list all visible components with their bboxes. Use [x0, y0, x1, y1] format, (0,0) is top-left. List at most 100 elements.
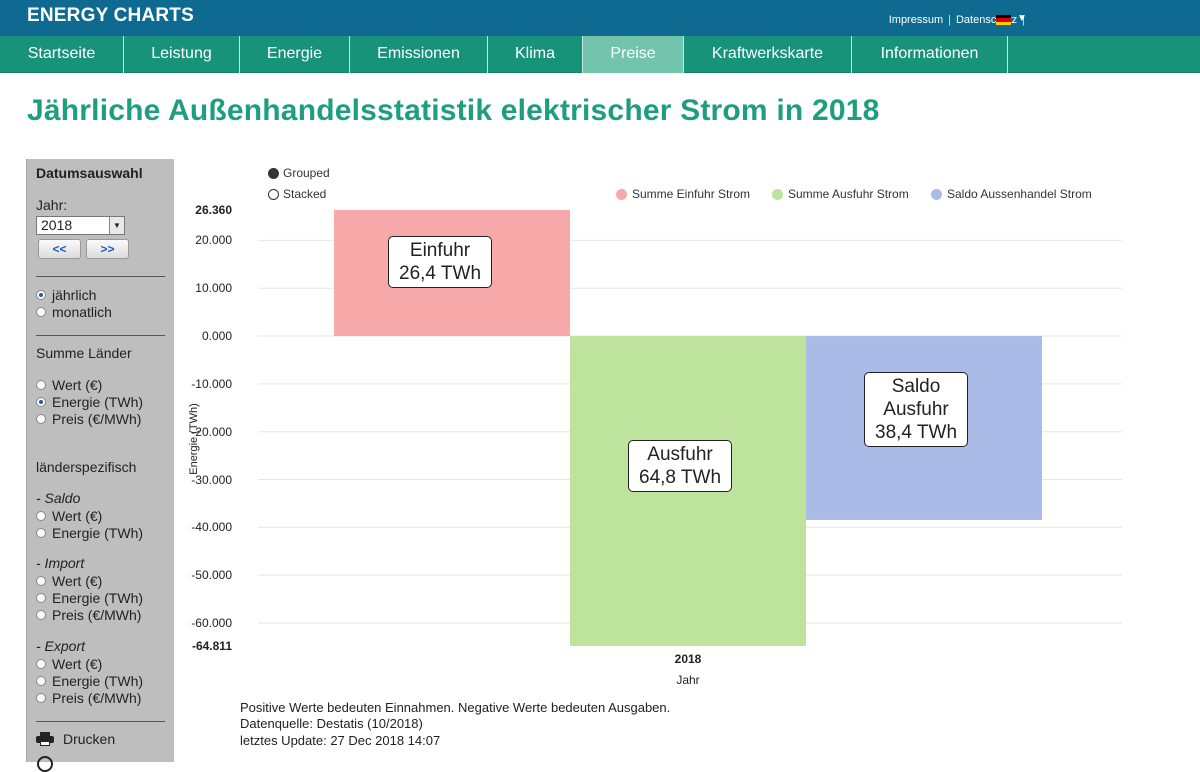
chart-area: Grouped Stacked Summe Einfuhr Strom Summ… — [180, 160, 1140, 700]
radio-import-energy[interactable]: Energie (TWh) — [36, 589, 143, 606]
stacked-toggle[interactable]: Stacked — [268, 187, 326, 201]
link-separator: | — [948, 14, 951, 26]
grouped-toggle[interactable]: Grouped — [268, 166, 330, 180]
import-heading: - Import — [36, 555, 85, 571]
radio-sum-value[interactable]: Wert (€) — [36, 376, 102, 393]
footer-update: letztes Update: 27 Dec 2018 14:07 — [240, 733, 441, 748]
year-select[interactable]: 2018 ▼ — [36, 216, 125, 235]
radio-yearly[interactable]: jährlich — [36, 286, 96, 303]
export-heading: - Export — [36, 638, 86, 654]
radio-saldo-energy[interactable]: Energie (TWh) — [36, 524, 143, 541]
radio-button[interactable] — [268, 167, 279, 179]
annotation-line: 26,4 TWh — [399, 263, 482, 284]
radio-button[interactable] — [36, 289, 46, 300]
annotation-einfuhr: Einfuhr 26,4 TWh — [388, 236, 493, 288]
y-tick-label: 20.000 — [195, 233, 232, 248]
nav-preise[interactable]: Preise — [583, 36, 684, 73]
print-label: Drucken — [63, 731, 116, 747]
radio-button[interactable] — [36, 527, 46, 538]
legend-label: Summe Einfuhr Strom — [632, 187, 751, 201]
radio-button[interactable] — [36, 592, 46, 603]
legend-item-einfuhr[interactable]: Summe Einfuhr Strom — [616, 187, 750, 201]
year-label: Jahr: — [36, 197, 68, 213]
y-tick-label: 26.360 — [195, 203, 232, 217]
radio-export-energy[interactable]: Energie (TWh) — [36, 672, 143, 689]
german-flag-icon[interactable] — [996, 15, 1011, 25]
date-selection-heading: Datumsauswahl — [36, 165, 143, 181]
radio-export-price[interactable]: Preis (€/MWh) — [36, 689, 141, 706]
nav-emissionen[interactable]: Emissionen — [350, 36, 488, 73]
flag-stripe — [996, 18, 1011, 22]
radio-button[interactable] — [36, 306, 46, 317]
radio-button[interactable] — [36, 379, 46, 390]
nav-leistung[interactable]: Leistung — [124, 36, 240, 73]
country-specific-heading: länderspezifisch — [36, 459, 137, 475]
sidebar-divider — [36, 276, 165, 277]
toggle-label: Stacked — [283, 187, 327, 201]
radio-label: Energie (TWh) — [52, 393, 144, 410]
chevron-down-icon[interactable]: ▼ — [109, 217, 124, 234]
nav-kraftwerkskarte[interactable]: Kraftwerkskarte — [684, 36, 852, 73]
y-tick-label: -50.000 — [191, 568, 232, 583]
brand-logo[interactable]: ENERGY CHARTS — [27, 5, 194, 26]
nav-klima[interactable]: Klima — [488, 36, 583, 73]
nav-energie[interactable]: Energie — [240, 36, 350, 73]
annotation-line: 64,8 TWh — [639, 467, 722, 488]
radio-button[interactable] — [36, 675, 46, 686]
radio-sum-price[interactable]: Preis (€/MWh) — [36, 410, 141, 427]
legend-item-ausfuhr[interactable]: Summe Ausfuhr Strom — [772, 187, 909, 201]
y-tick-label: 0.000 — [201, 329, 232, 344]
nav-startseite[interactable]: Startseite — [0, 36, 124, 73]
print-button[interactable]: Drucken — [36, 731, 115, 747]
sidebar-divider — [36, 721, 165, 722]
impressum-link[interactable]: Impressum — [888, 14, 944, 26]
radio-label: Preis (€/MWh) — [52, 410, 142, 427]
radio-export-value[interactable]: Wert (€) — [36, 655, 102, 672]
x-axis-label: Jahr — [676, 673, 699, 687]
radio-button[interactable] — [36, 413, 46, 424]
radio-saldo-value[interactable]: Wert (€) — [36, 507, 102, 524]
radio-import-price[interactable]: Preis (€/MWh) — [36, 606, 141, 623]
y-tick-label: -64.811 — [191, 639, 232, 653]
flag-stripe — [996, 15, 1011, 19]
page-title: Jährliche Außenhandelsstatistik elektris… — [27, 94, 880, 127]
legend-swatch — [931, 188, 942, 200]
radio-button[interactable] — [36, 658, 46, 669]
flag-stripe — [996, 21, 1011, 25]
radio-label: Preis (€/MWh) — [52, 606, 142, 623]
radio-sum-energy[interactable]: Energie (TWh) — [36, 393, 143, 410]
link-separator: | — [1022, 14, 1025, 26]
radio-label: Energie (TWh) — [52, 672, 144, 689]
y-tick-label: 10.000 — [195, 281, 232, 296]
sum-countries-heading: Summe Länder — [36, 345, 132, 361]
sidebar-divider — [36, 335, 165, 336]
previous-year-button[interactable]: << — [38, 239, 81, 259]
radio-button[interactable] — [36, 575, 46, 586]
annotation-line: Ausfuhr — [647, 444, 713, 465]
annotation-line: Einfuhr — [409, 240, 471, 261]
nav-informationen[interactable]: Informationen — [852, 36, 1008, 73]
language-dropdown-icon[interactable]: ▼ — [1017, 13, 1027, 24]
legend-label: Saldo Aussenhandel Strom — [947, 187, 1092, 201]
annotation-saldo: Saldo Ausfuhr 38,4 TWh — [864, 372, 969, 447]
circle-icon[interactable] — [37, 756, 53, 772]
radio-button[interactable] — [36, 692, 46, 703]
legend-item-saldo[interactable]: Saldo Aussenhandel Strom — [931, 187, 1092, 201]
radio-import-value[interactable]: Wert (€) — [36, 572, 102, 589]
radio-label: Wert (€) — [52, 376, 103, 393]
next-year-button[interactable]: >> — [86, 239, 129, 259]
footer-source: Datenquelle: Destatis (10/2018) — [240, 716, 423, 731]
radio-button[interactable] — [36, 609, 46, 620]
y-tick-label: -40.000 — [191, 520, 232, 535]
radio-button[interactable] — [36, 396, 46, 407]
year-select-value: 2018 — [41, 217, 73, 233]
radio-monthly[interactable]: monatlich — [36, 303, 112, 320]
radio-button[interactable] — [36, 510, 46, 521]
bar-chart: 2018 Jahr — [258, 210, 1122, 687]
radio-label: Wert (€) — [52, 572, 103, 589]
radio-label: Preis (€/MWh) — [52, 689, 142, 706]
radio-button[interactable] — [268, 188, 279, 200]
y-tick-label: -30.000 — [191, 472, 232, 487]
radio-label: Energie (TWh) — [52, 589, 144, 606]
main-nav: Startseite Leistung Energie Emissionen K… — [0, 36, 1200, 73]
